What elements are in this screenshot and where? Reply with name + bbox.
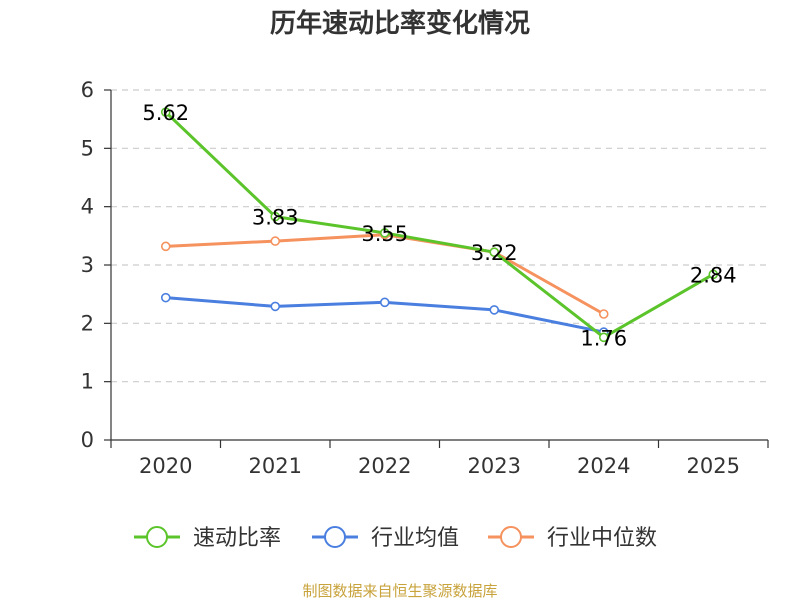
data-label: 2.84 [690, 263, 737, 287]
legend-label: 速动比率 [193, 526, 281, 551]
data-point [489, 247, 500, 257]
data-point [379, 228, 390, 238]
data-point [270, 211, 281, 222]
x-tick-label: 2024 [577, 454, 630, 478]
data-point [379, 297, 390, 308]
y-tick-label: 6 [81, 78, 94, 102]
chart-title: 历年速动比率变化情况 [270, 8, 530, 39]
legend-marker [324, 526, 346, 548]
x-tick-label: 2020 [139, 454, 192, 478]
legend-marker [500, 526, 522, 548]
series-line [164, 111, 714, 339]
y-tick-label: 1 [81, 370, 94, 394]
grid-lines [111, 89, 768, 383]
data-point [160, 241, 171, 252]
data-labels: 5.62 3.83 3.55 3.22 1.76 2.84 [142, 101, 736, 350]
series-1 [160, 292, 609, 337]
y-tick-label: 4 [81, 195, 94, 219]
legend-item: 速动比率 [134, 526, 281, 551]
y-tick-label: 3 [81, 253, 94, 277]
data-label: 1.76 [580, 326, 627, 350]
series-layer [160, 107, 719, 343]
data-point [708, 269, 719, 280]
legend-label: 行业中位数 [547, 526, 657, 551]
data-label: 5.62 [142, 101, 189, 125]
y-tick-label: 0 [81, 428, 94, 452]
series-0 [160, 107, 719, 343]
data-point [160, 292, 171, 303]
data-label: 3.55 [361, 222, 408, 246]
x-tick-label: 2023 [468, 454, 521, 478]
legend-item: 行业中位数 [488, 526, 657, 551]
data-point [598, 309, 609, 319]
data-point [270, 236, 281, 246]
legend-marker [146, 526, 168, 548]
y-tick-label: 5 [81, 136, 94, 160]
x-tick-label: 2021 [249, 454, 302, 478]
legend-label: 行业均值 [371, 526, 459, 551]
data-point [489, 305, 500, 315]
data-label: 3.83 [252, 206, 299, 230]
data-point [598, 332, 609, 343]
y-tick-label: 2 [81, 311, 94, 335]
data-point [160, 107, 171, 117]
source-note: 制图数据来自恒生聚源数据库 [302, 582, 497, 600]
legend: 速动比率 行业均值 行业中位数 [134, 526, 657, 551]
x-tick-label: 2025 [687, 454, 740, 478]
legend-item: 行业均值 [312, 526, 459, 551]
data-label: 3.22 [471, 241, 518, 265]
axes: 0 1 2 3 4 5 6 2020 2021 2022 2023 2024 2025 [81, 78, 769, 478]
data-point [270, 301, 281, 312]
x-tick-label: 2022 [358, 454, 411, 478]
